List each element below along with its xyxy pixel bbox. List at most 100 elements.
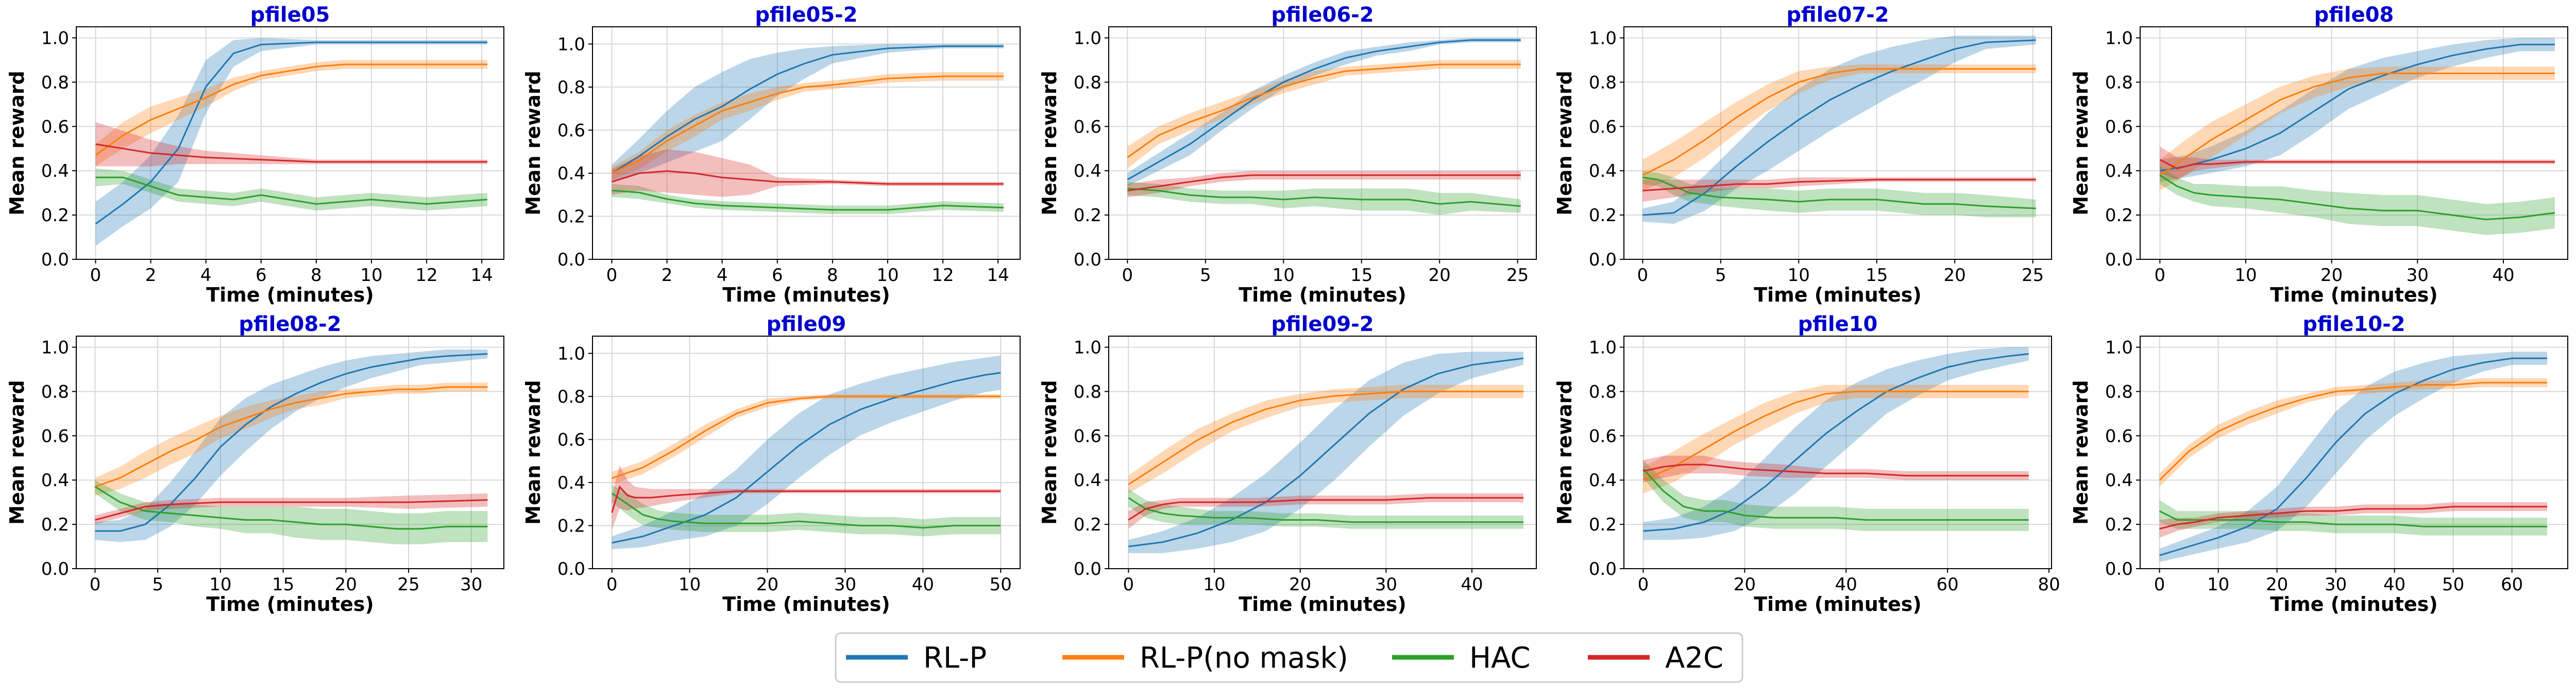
plot-area bbox=[1642, 347, 2029, 540]
x-tick-label: 80 bbox=[2038, 574, 2060, 595]
series-band-rl-p bbox=[95, 38, 487, 246]
series-band-rl-p-no-mask bbox=[1128, 385, 1523, 493]
x-tick-label: 14 bbox=[987, 265, 1009, 286]
y-tick-label: 1.0 bbox=[557, 343, 585, 364]
x-tick-label: 2 bbox=[145, 265, 157, 286]
x-tick-label: 4 bbox=[717, 265, 728, 286]
x-tick-label: 60 bbox=[2501, 574, 2523, 595]
panel-title: pfile09 bbox=[767, 312, 846, 336]
series-line-hac bbox=[1642, 176, 2036, 209]
x-tick-label: 30 bbox=[1375, 574, 1397, 595]
x-tick-label: 40 bbox=[1461, 574, 1483, 595]
series-line-a2c bbox=[1128, 497, 1523, 521]
x-tick-label: 25 bbox=[397, 574, 419, 595]
series-line-rl-p bbox=[612, 372, 1001, 544]
x-tick-label: 40 bbox=[1835, 574, 1857, 595]
panel-title: pfile09-2 bbox=[1271, 312, 1374, 336]
y-tick-label: 0.0 bbox=[557, 559, 585, 579]
series-band-hac bbox=[1642, 171, 2036, 218]
series-line-rl-p-no-mask bbox=[95, 386, 488, 488]
series-band-hac bbox=[95, 168, 487, 211]
y-tick-label: 0.4 bbox=[2105, 470, 2133, 491]
series-line-hac bbox=[612, 189, 1004, 211]
legend-frame bbox=[835, 632, 1743, 683]
panel-pfile09-2: 0 10 20 30 40 0.0 0.2 0.4 0.6 0.8 1.0 pfile09-2 Time… bbox=[1038, 312, 1537, 616]
y-tick-label: 0.2 bbox=[1589, 205, 1617, 226]
series-line-rl-p-no-mask bbox=[95, 63, 487, 156]
x-tick-label: 20 bbox=[1429, 265, 1451, 286]
legend-label-a2c: A2C bbox=[1665, 641, 1723, 675]
series-band-a2c bbox=[612, 150, 1004, 197]
plot-area bbox=[2159, 352, 2548, 562]
series-line-rl-p bbox=[2160, 43, 2555, 172]
x-tick-label: 0 bbox=[606, 574, 618, 595]
x-tick-label: 40 bbox=[2492, 265, 2514, 286]
y-tick-label: 0.2 bbox=[2105, 515, 2133, 535]
panel-pfile10-2: 0 10 20 30 40 50 60 0.0 0.2 0.4 0.6 0.8 1.0 pfile10-2… bbox=[2070, 312, 2568, 616]
series-line-a2c bbox=[95, 143, 487, 163]
y-tick-label: 0.8 bbox=[1589, 382, 1617, 402]
x-tick-label: 15 bbox=[1350, 265, 1372, 286]
x-tick-label: 20 bbox=[1734, 574, 1756, 595]
series-line-a2c bbox=[2159, 159, 2555, 170]
x-tick-label: 12 bbox=[931, 265, 954, 286]
series-line-a2c bbox=[1642, 178, 2036, 192]
x-axis-label: Time (minutes) bbox=[1239, 593, 1406, 616]
series-line-rl-p bbox=[1642, 39, 2036, 216]
y-axis-label: Mean reward bbox=[1553, 380, 1576, 525]
plot-area bbox=[1127, 38, 1521, 216]
series-band-rl-p bbox=[2159, 352, 2548, 562]
x-tick-label: 0 bbox=[1638, 574, 1649, 595]
y-tick-label: 0.0 bbox=[1074, 250, 1101, 270]
y-tick-label: 0.2 bbox=[41, 515, 69, 535]
x-tick-label: 5 bbox=[1200, 265, 1211, 286]
series-line-a2c bbox=[95, 499, 488, 521]
y-tick-label: 0.6 bbox=[1074, 117, 1101, 137]
y-axis-label: Mean reward bbox=[2070, 380, 2092, 525]
y-tick-label: 1.0 bbox=[41, 28, 69, 48]
x-tick-label: 10 bbox=[1788, 265, 1810, 286]
y-tick-label: 0.6 bbox=[1589, 117, 1617, 137]
series-line-hac bbox=[1642, 468, 2029, 521]
series-line-a2c bbox=[1127, 174, 1521, 192]
x-tick-label: 50 bbox=[990, 574, 1012, 595]
x-tick-label: 50 bbox=[2442, 574, 2464, 595]
panel-title: pfile10 bbox=[1798, 312, 1878, 336]
series-line-hac bbox=[611, 492, 1001, 529]
panel-pfile07-2: 0 5 10 15 20 25 0.0 0.2 0.4 0.6 0.8 1.0 pfile07-2 Tim… bbox=[1553, 3, 2052, 306]
x-tick-label: 8 bbox=[311, 265, 322, 286]
x-tick-label: 40 bbox=[2383, 574, 2405, 595]
x-tick-label: 8 bbox=[827, 265, 838, 286]
y-tick-label: 0.4 bbox=[1074, 470, 1101, 491]
x-tick-label: 25 bbox=[1506, 265, 1529, 286]
series-line-hac bbox=[1127, 188, 1521, 207]
y-tick-label: 0.8 bbox=[2105, 72, 2133, 93]
series-line-rl-p-no-mask bbox=[1127, 63, 1521, 158]
y-tick-label: 0.6 bbox=[557, 429, 585, 450]
panel-pfile10: 0 20 40 60 80 0.0 0.2 0.4 0.6 0.8 1.0 pfile10 Time (… bbox=[1553, 312, 2060, 616]
y-tick-label: 0.2 bbox=[41, 205, 69, 226]
series-line-a2c bbox=[611, 485, 1001, 513]
x-tick-label: 0 bbox=[90, 265, 101, 286]
y-axis-label: Mean reward bbox=[6, 71, 28, 216]
x-tick-label: 30 bbox=[2406, 265, 2429, 286]
y-tick-label: 0.2 bbox=[557, 516, 585, 536]
x-tick-label: 20 bbox=[335, 574, 357, 595]
legend-label-rl-p-no-mask: RL-P(no mask) bbox=[1140, 641, 1348, 675]
plot-area bbox=[1642, 36, 2036, 224]
y-axis-label: Mean reward bbox=[522, 380, 545, 525]
x-tick-label: 0 bbox=[90, 574, 101, 595]
series-line-rl-p-no-mask bbox=[1128, 390, 1523, 486]
panel-pfile08-2: 0 5 10 15 20 25 30 0.0 0.2 0.4 0.6 0.8 1.0 pfile08-2 T… bbox=[6, 312, 504, 616]
series-line-rl-p-no-mask bbox=[1642, 68, 2036, 176]
y-tick-label: 0.2 bbox=[557, 206, 585, 227]
series-band-rl-p bbox=[1642, 36, 2036, 224]
y-tick-label: 0.6 bbox=[557, 120, 585, 141]
series-line-hac bbox=[1128, 497, 1523, 523]
x-tick-label: 0 bbox=[606, 265, 618, 286]
plot-area bbox=[611, 44, 1004, 214]
x-tick-label: 10 bbox=[2234, 265, 2257, 286]
x-axis-label: Time (minutes) bbox=[206, 593, 374, 616]
y-tick-label: 0.2 bbox=[1589, 515, 1617, 535]
